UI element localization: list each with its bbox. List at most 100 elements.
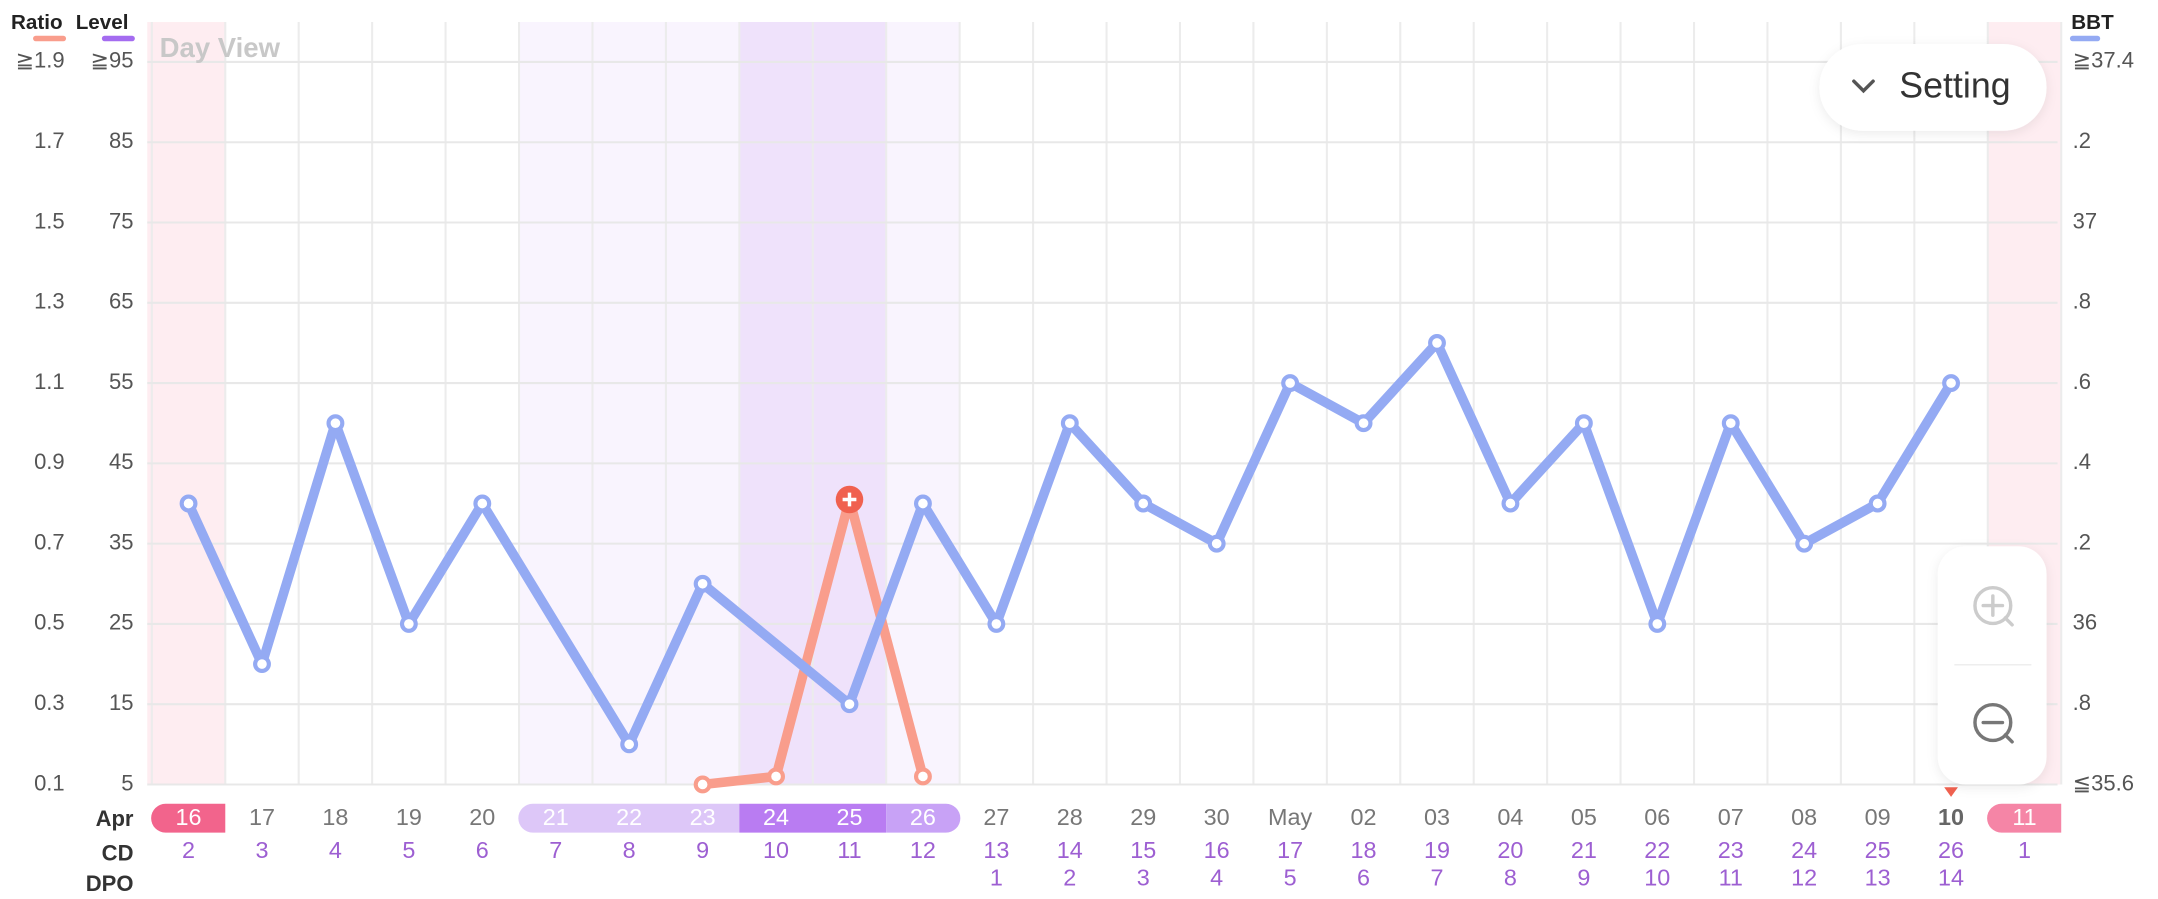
series-point	[1207, 534, 1226, 553]
series-segment	[1285, 378, 1369, 429]
dpo-label: 2	[1063, 865, 1076, 891]
series-segment	[1579, 418, 1663, 629]
series-segment	[404, 498, 488, 629]
y2-tick-label: 37	[2073, 208, 2098, 233]
cd-label: 25	[1865, 837, 1891, 863]
x-tick-label: 22	[616, 804, 642, 830]
cd-label: 15	[1130, 837, 1156, 863]
x-tick-label: 02	[1351, 804, 1377, 830]
cd-label: 17	[1277, 837, 1303, 863]
series-segment	[1652, 418, 1736, 629]
cd-label: 18	[1351, 837, 1377, 863]
series-point	[1281, 374, 1300, 393]
cd-label: 22	[1644, 837, 1670, 863]
level-tick-label: 35	[109, 529, 133, 554]
grid-layer	[147, 22, 2063, 786]
ratio-tick-label: 0.5	[34, 610, 65, 635]
zoom-out-button[interactable]	[1973, 702, 2014, 744]
x-tick-label: 06	[1644, 804, 1670, 830]
view-label: Day View	[160, 32, 281, 63]
cd-label: 13	[983, 837, 1009, 863]
edge-shade	[147, 22, 152, 785]
x-tick-label: 24	[763, 804, 789, 830]
x-tick-label: 04	[1497, 804, 1523, 830]
x-tick-label: 29	[1130, 804, 1156, 830]
level-tick-label: 85	[109, 128, 133, 153]
x-tick-label: May	[1268, 804, 1312, 830]
x-tick-label: 18	[322, 804, 348, 830]
level-tick-label: ≧95	[91, 48, 134, 73]
x-tick-label: 28	[1057, 804, 1083, 830]
dpo-label: 13	[1865, 865, 1891, 891]
cd-label: 2	[182, 837, 195, 863]
y2-tick-label: .2	[2073, 529, 2091, 554]
series-segment	[1872, 378, 1956, 509]
x-tick-label: 23	[690, 804, 716, 830]
dpo-label: 3	[1137, 865, 1150, 891]
level-tick-label: 5	[121, 770, 133, 795]
series-segment	[330, 418, 414, 629]
y2-tick-label: 36	[2073, 610, 2098, 635]
series-segment	[1505, 418, 1589, 509]
level-tick-label: 65	[109, 289, 133, 314]
y2-tick-label: ≦35.6	[2073, 770, 2134, 795]
cd-label: 23	[1718, 837, 1744, 863]
ratio-tick-label: 0.7	[34, 529, 65, 554]
setting-button[interactable]: Setting	[1819, 44, 2047, 131]
setting-button-bg[interactable]	[1819, 44, 2047, 131]
x-tick-label: 27	[983, 804, 1009, 830]
x-tick-label: 19	[396, 804, 422, 830]
ratio-tick-label: 0.9	[34, 449, 65, 474]
level-tick-label: 75	[109, 208, 133, 233]
series-segment	[1138, 498, 1222, 549]
y2-tick-label: .4	[2073, 449, 2091, 474]
day-pill	[886, 803, 961, 833]
dpo-label: 10	[1644, 865, 1670, 891]
series-segment	[1211, 378, 1295, 549]
dpo-label: 8	[1504, 865, 1517, 891]
x-tick-label: 05	[1571, 804, 1597, 830]
cd-label: 10	[763, 837, 789, 863]
series-segment	[1432, 338, 1516, 509]
month-row-label: Apr	[96, 806, 134, 831]
y2-tick-label: .6	[2073, 369, 2091, 394]
peak-icon	[842, 492, 857, 507]
series-point	[913, 767, 932, 786]
dpo-label: 7	[1430, 865, 1443, 891]
zoom-in-icon[interactable]	[1973, 585, 2013, 626]
series-point	[1648, 614, 1667, 633]
zoom-in-glyph[interactable]	[1981, 594, 2014, 627]
cd-label: 16	[1204, 837, 1230, 863]
cd-label: 5	[402, 837, 415, 863]
x-tick-label: 08	[1791, 804, 1817, 830]
series-point	[987, 614, 1006, 633]
series-point	[1134, 494, 1153, 513]
dpo-label: 11	[1719, 865, 1743, 891]
series-point	[1060, 414, 1079, 433]
series-point	[840, 695, 859, 714]
chevron-icon[interactable]	[1852, 79, 1875, 94]
cd-label: 7	[549, 837, 562, 863]
zoom-in-button[interactable]	[1973, 585, 2014, 627]
zoom-out-glyph[interactable]	[1981, 720, 2014, 744]
zoom-panel	[1937, 546, 2047, 785]
dpo-label: 6	[1357, 865, 1370, 891]
series-segment	[697, 771, 781, 790]
day-pill	[739, 803, 887, 833]
level-tick-label: 45	[109, 449, 133, 474]
zoom-out-icon[interactable]	[1973, 702, 2013, 743]
series-segment	[697, 578, 855, 710]
series-segment	[844, 498, 928, 710]
series-point	[767, 767, 786, 786]
cd-label: 3	[255, 837, 268, 863]
series-segment	[257, 418, 341, 669]
series-segment	[991, 418, 1075, 629]
cd-label: 6	[476, 837, 489, 863]
ratio-tick-label: 1.1	[34, 369, 65, 394]
background-layer	[147, 22, 2062, 833]
y2-tick-label: .2	[2073, 128, 2091, 153]
series-segment	[844, 494, 928, 782]
setting-label[interactable]: Setting	[1899, 66, 2010, 106]
x-tick-label: 30	[1204, 804, 1230, 830]
